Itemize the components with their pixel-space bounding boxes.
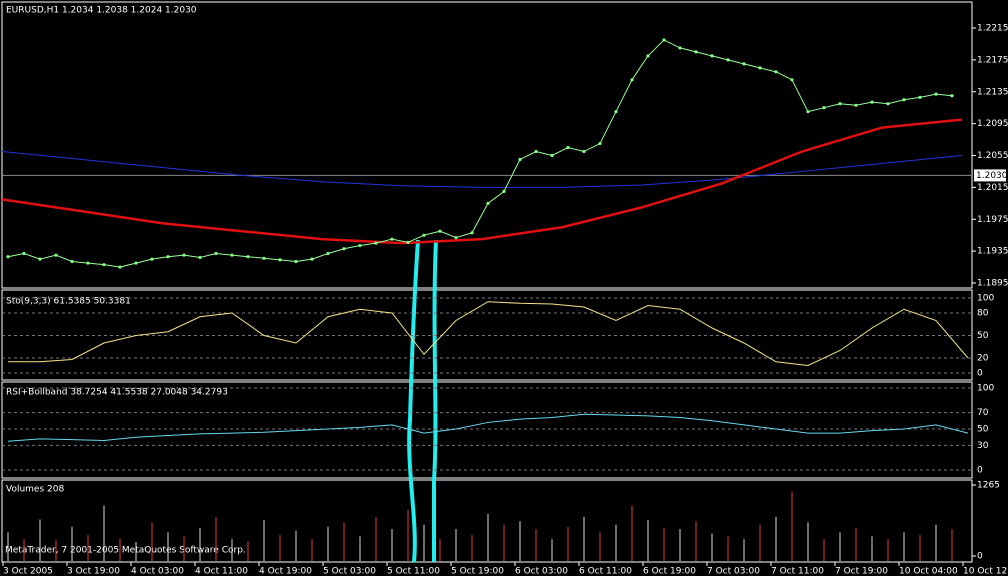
- price-tick-label: 1.1935: [977, 247, 1008, 257]
- rsi-label: RSI+Bollband 38.7254 41.5538 27.0048 34.…: [6, 388, 228, 398]
- price-tick-label: 1.2095: [977, 119, 1008, 129]
- time-label: 7 Oct 19:00: [835, 567, 888, 576]
- stochastic-label: Sto(9,3,3) 61.5385 50.3381: [6, 297, 131, 307]
- copyright: MetaTrader, 7 2001-2005 MetaQuotes Softw…: [5, 546, 246, 556]
- indicator-tick-label: 0: [977, 552, 983, 562]
- indicator-tick-label: 30: [977, 441, 989, 451]
- indicator-tick-label: 80: [977, 309, 989, 319]
- time-label: 4 Oct 11:00: [195, 567, 248, 576]
- indicator-tick-label: 50: [977, 425, 989, 435]
- time-label: 3 Oct 2005: [3, 567, 53, 576]
- time-label: 7 Oct 11:00: [771, 567, 824, 576]
- price-tick-label: 1.2015: [977, 183, 1008, 193]
- price-tick-label: 1.2135: [977, 87, 1008, 97]
- indicator-tick-label: 100: [977, 294, 994, 304]
- current-price-box: [974, 169, 1006, 182]
- current-price-label: 1.2030: [976, 171, 1008, 181]
- time-label: 10 Oct 12:0: [963, 567, 1008, 576]
- time-label: 5 Oct 19:00: [451, 567, 504, 576]
- indicator-tick-label: 50: [977, 331, 989, 341]
- indicator-tick-label: 20: [977, 354, 989, 364]
- rsi-panel: [1, 381, 973, 479]
- indicator-tick-label: 0: [977, 466, 983, 476]
- long-moving-average: [1, 151, 963, 188]
- stochastic-line: [8, 301, 969, 367]
- price-tick-label: 1.2175: [977, 55, 1008, 65]
- indicator-tick-label: 0: [977, 369, 983, 379]
- indicator-tick-label: 70: [977, 408, 989, 418]
- time-label: 4 Oct 19:00: [259, 567, 312, 576]
- time-label: 5 Oct 11:00: [387, 567, 440, 576]
- price-tick-label: 1.1895: [977, 279, 1008, 289]
- price-tick-label: 1.2215: [977, 24, 1008, 34]
- rsi-line: [7, 413, 969, 442]
- time-label: 5 Oct 03:00: [323, 567, 376, 576]
- indicator-tick-label: 1265: [977, 481, 1000, 491]
- price-tick-label: 1.1975: [977, 215, 1008, 225]
- time-label: 7 Oct 03:00: [707, 567, 760, 576]
- time-label: 4 Oct 03:00: [131, 567, 184, 576]
- volumes-label: Volumes 208: [6, 485, 64, 495]
- price-panel: [1, 1, 973, 289]
- time-label: 3 Oct 19:00: [67, 567, 120, 576]
- slow-moving-average: [1, 118, 963, 245]
- volumes-panel: [1, 479, 973, 563]
- time-label: 6 Oct 03:00: [515, 567, 568, 576]
- annotation-stroke: [432, 239, 438, 562]
- price-tick-label: 1.2055: [977, 151, 1008, 161]
- indicator-tick-label: 100: [977, 384, 994, 394]
- annotation-stroke: [407, 239, 420, 563]
- time-label: 6 Oct 19:00: [643, 567, 696, 576]
- time-label: 6 Oct 11:00: [579, 567, 632, 576]
- price-line: [7, 39, 953, 268]
- time-label: 10 Oct 04:00: [899, 567, 958, 576]
- symbol-header: EURUSD,H1 1.2034 1.2038 1.2024 1.2030: [6, 6, 197, 16]
